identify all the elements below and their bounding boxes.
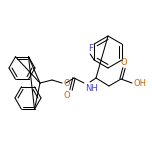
Text: OH: OH bbox=[133, 78, 146, 88]
Text: O: O bbox=[63, 78, 70, 88]
Text: O: O bbox=[63, 91, 70, 100]
Text: NH: NH bbox=[85, 84, 98, 93]
Text: F: F bbox=[88, 44, 93, 53]
Text: O: O bbox=[121, 58, 127, 67]
